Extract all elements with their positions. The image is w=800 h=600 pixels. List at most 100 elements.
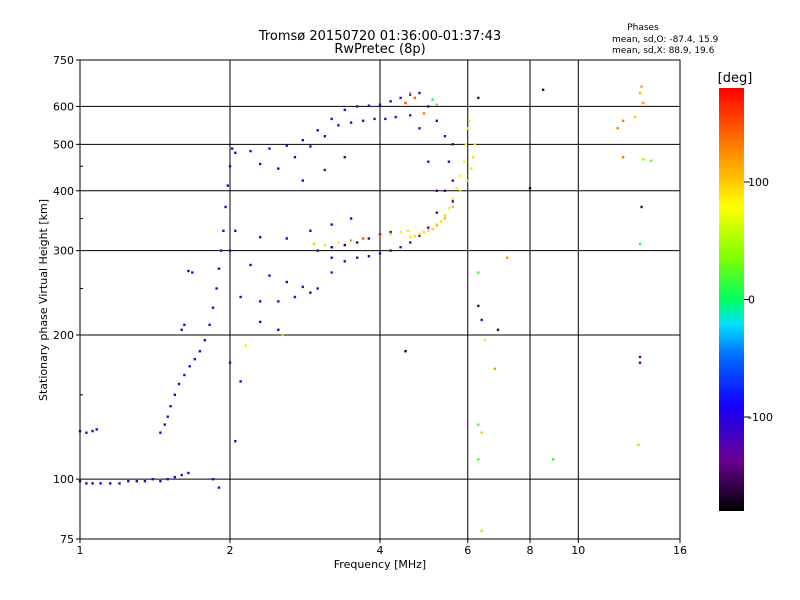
data-point [343,108,346,112]
data-point [477,96,480,100]
data-point [404,350,407,353]
data-point [418,127,421,130]
data-point [447,160,451,163]
data-point [389,100,392,103]
data-point [208,323,211,326]
data-point [409,236,412,239]
data-point [277,300,280,303]
data-point [343,243,346,247]
data-point [427,229,430,232]
data-point [477,271,480,274]
data-point [413,234,417,238]
data-point [528,187,532,190]
data-point [638,355,642,359]
colorbar-tick-label: 0 [748,294,755,307]
data-point [217,267,221,270]
data-point [389,230,392,234]
data-point [234,229,237,232]
data-point [169,405,172,408]
data-point [330,117,333,121]
data-point [470,167,473,170]
data-point [642,158,645,161]
data-point [389,232,392,236]
data-point [638,361,642,364]
data-point [367,104,371,107]
y-tick-label: 200 [53,329,74,342]
data-point [309,145,312,148]
data-point [349,239,353,242]
data-point [211,478,215,481]
data-point [451,200,454,203]
data-point [451,179,454,182]
data-point [373,117,376,121]
data-point [638,242,642,245]
phase-info-heading: Phases [627,23,659,33]
data-point [431,227,434,231]
data-point [399,230,402,234]
data-point [496,328,500,331]
data-point [399,96,402,100]
data-point [249,263,252,267]
chart-title-line1: Tromsø 20150720 01:36:00-01:37:43 [258,29,501,44]
data-point [281,333,284,337]
data-point [435,211,438,214]
data-point [349,217,353,220]
y-tick-label: 75 [60,533,74,546]
y-tick-label: 600 [53,100,74,113]
data-point [309,229,312,232]
phase-info-o-mode: mean, sd,O: -87.4, 15.9 [612,35,719,45]
data-point [316,287,319,290]
data-point [477,458,480,461]
data-point [173,393,176,396]
data-point [159,480,162,483]
data-point [418,91,421,95]
data-point [427,105,430,108]
x-tick-label: 4 [377,544,384,557]
data-point [99,482,102,485]
data-point [180,473,183,477]
data-point [268,147,271,150]
data-point [459,189,462,192]
data-point [640,205,643,209]
x-tick-label: 8 [527,544,534,557]
data-point [330,256,333,259]
data-point [649,159,653,162]
data-point [301,179,304,182]
data-point [356,105,359,108]
data-point [493,367,496,370]
data-point [91,482,94,485]
data-point [177,382,181,386]
data-point [343,156,346,159]
data-point [163,423,166,426]
data-point [462,160,466,163]
data-point [422,230,426,234]
data-point [259,162,262,166]
data-point [323,135,326,138]
data-point [193,358,196,361]
data-point [217,486,221,489]
data-point [551,458,555,461]
data-point [330,246,333,249]
data-point [471,156,475,159]
data-point [268,274,271,277]
data-point [118,482,121,485]
data-point [228,249,232,252]
x-tick-label: 1 [77,544,84,557]
data-point [640,85,643,88]
data-point [443,135,447,138]
data-point [316,249,319,252]
data-point [95,428,98,431]
data-point [85,482,88,485]
data-point [435,223,438,226]
data-point [399,246,402,249]
phase-info: Phases mean, sd,O: -87.4, 15.9 mean, sd,… [612,23,719,56]
data-point [231,147,234,150]
data-point [226,184,229,187]
data-point [285,237,288,240]
x-axis-label: Frequency [MHz] [334,558,426,571]
data-point [222,229,225,232]
data-point [109,482,112,485]
data-point [638,91,642,95]
data-point [459,174,462,177]
data-point [378,252,382,255]
